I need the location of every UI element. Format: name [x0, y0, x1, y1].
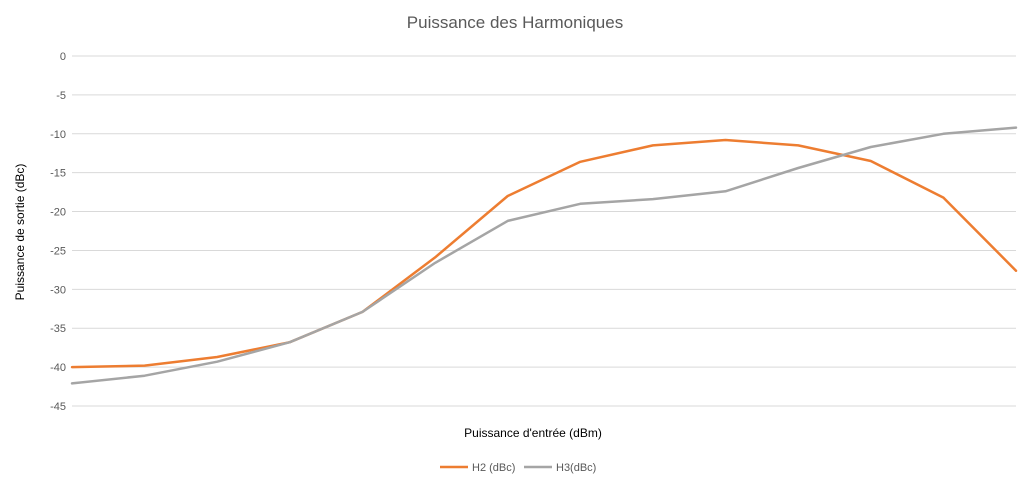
y-tick-label: -10 [50, 129, 66, 141]
gridlines [72, 55, 1016, 407]
series-lines [70, 126, 1018, 385]
y-tick-label: -5 [56, 90, 66, 102]
y-tick-label: 0 [60, 51, 66, 63]
y-axis-ticks: 0 -5 -10 -15 -20 -25 -30 -35 -40 -45 [50, 51, 66, 413]
y-tick-label: -35 [50, 323, 66, 335]
y-tick-label: -30 [50, 284, 66, 296]
series-line-1 [70, 138, 1018, 369]
y-tick-label: -45 [50, 401, 66, 413]
legend-label-2: H3(dBc) [556, 462, 596, 474]
y-tick-label: -15 [50, 168, 66, 180]
legend-label-1: H2 (dBc) [472, 462, 515, 474]
y-axis-label: Puissance de sortie (dBc) [13, 164, 27, 301]
y-tick-label: -20 [50, 207, 66, 219]
y-tick-label: -40 [50, 362, 66, 374]
x-axis-label: Puissance d'entrée (dBm) [464, 426, 602, 440]
legend: H2 (dBc) H3(dBc) [440, 462, 596, 474]
series-line-2 [70, 126, 1018, 385]
chart-title: Puissance des Harmoniques [407, 13, 623, 32]
y-tick-label: -25 [50, 245, 66, 257]
